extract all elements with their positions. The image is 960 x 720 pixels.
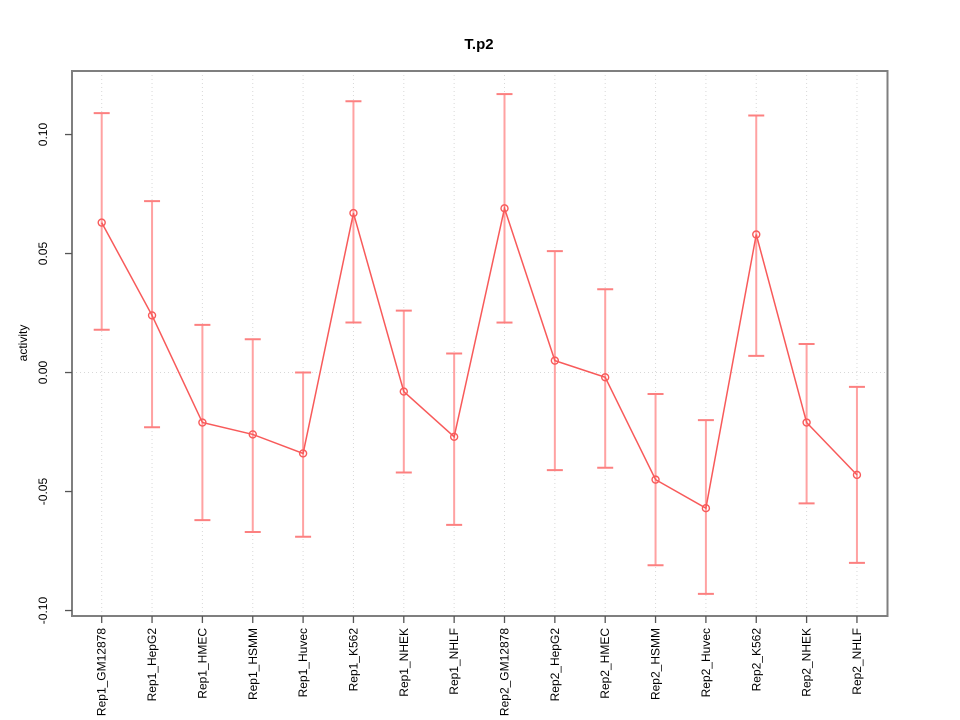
x-tick-label: Rep1_HMEC xyxy=(195,628,209,699)
data-point-marker xyxy=(802,418,811,427)
x-tick-label: Rep1_K562 xyxy=(346,628,360,692)
x-tick-label: Rep2_HepG2 xyxy=(548,628,562,702)
y-tick-label: -0.10 xyxy=(36,597,50,625)
x-tick-label: Rep1_Huvec xyxy=(296,628,310,697)
x-tick-label: Rep1_NHLF xyxy=(447,628,461,695)
y-tick-label: 0.10 xyxy=(36,123,50,147)
x-tick-label: Rep1_HepG2 xyxy=(145,628,159,702)
data-point-marker xyxy=(399,387,408,396)
x-tick-label: Rep2_GM12878 xyxy=(498,628,512,716)
series-line xyxy=(101,205,858,510)
data-point-marker xyxy=(752,230,761,239)
data-point-marker xyxy=(701,503,711,513)
data-layer xyxy=(93,93,865,595)
x-tick-label: Rep2_NHLF xyxy=(850,628,864,695)
y-tick-label: -0.05 xyxy=(36,478,50,506)
data-point-marker xyxy=(147,311,157,320)
data-point-marker xyxy=(500,204,509,213)
grid-layer xyxy=(72,71,888,616)
data-point-marker xyxy=(852,470,862,480)
x-tick-label: Rep2_Huvec xyxy=(699,628,713,697)
y-tick-label: 0.00 xyxy=(36,361,50,385)
x-tick-label: Rep2_HMEC xyxy=(598,628,612,699)
data-point-marker xyxy=(349,208,358,218)
data-point-marker xyxy=(97,218,106,227)
x-tick-label: Rep2_NHEK xyxy=(800,628,814,697)
x-tick-label: Rep1_NHEK xyxy=(397,628,411,697)
data-point-marker xyxy=(550,356,560,365)
x-tick-label: Rep1_GM12878 xyxy=(95,628,109,716)
y-axis-label: activity xyxy=(16,325,30,362)
y-tick-label: 0.05 xyxy=(36,242,50,266)
data-point-marker xyxy=(601,373,610,382)
x-tick-label: Rep2_K562 xyxy=(749,628,763,692)
data-point-marker xyxy=(298,449,308,458)
data-point-marker xyxy=(449,432,459,441)
x-tick-label: Rep1_HSMM xyxy=(246,628,260,700)
chart-title: T.p2 xyxy=(464,36,493,53)
data-point-marker xyxy=(651,475,660,484)
plot-frame xyxy=(71,70,889,617)
x-tick-label: Rep2_HSMM xyxy=(649,628,663,700)
data-point-marker xyxy=(198,418,207,427)
axis-layer: -0.10 -0.05 0.00 0.05 0.10 Rep1_GM12878 Rep1_H… xyxy=(36,70,889,716)
data-point-marker xyxy=(248,430,257,439)
